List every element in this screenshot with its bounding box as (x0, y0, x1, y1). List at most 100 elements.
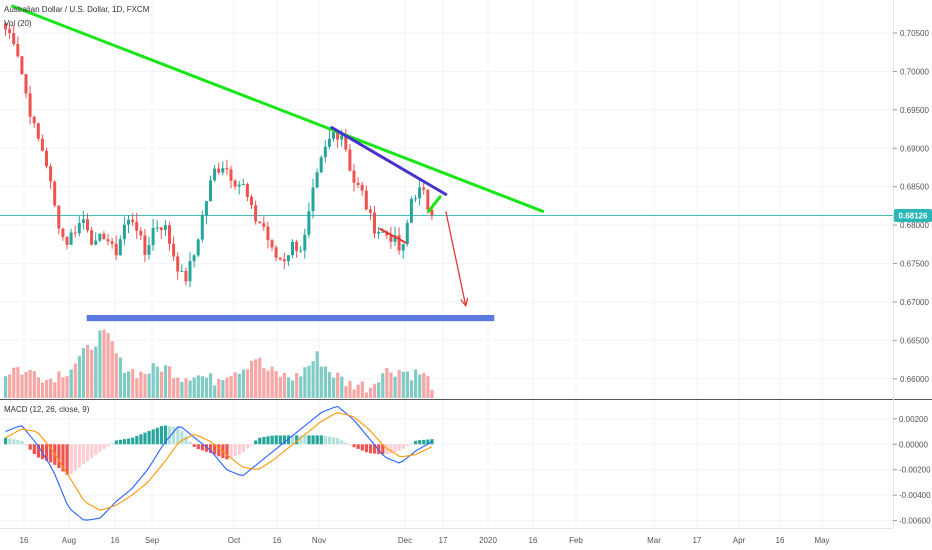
candle-body (127, 219, 130, 225)
macd-axis[interactable]: 0.00200 0.00000 -0.00200 -0.00400 -0.00600 (893, 415, 931, 526)
macd-tick-label: 0.00000 (899, 440, 928, 449)
macd-histogram-bar (200, 444, 204, 451)
volume-bar (389, 372, 393, 398)
volume-bar (270, 366, 274, 398)
time-tick-label: 16 (529, 536, 538, 545)
macd-histogram-bar (127, 438, 131, 445)
candle-body (393, 235, 397, 242)
candle-body (377, 231, 381, 234)
volume-bar (168, 366, 172, 398)
macd-histogram-bar (90, 444, 94, 459)
price-axis[interactable]: 0.70500 0.70000 0.69500 0.69000 0.68500 0.680… (893, 29, 929, 384)
price-tick-label: 0.69000 (900, 144, 929, 153)
volume-bar (422, 372, 426, 398)
volume-bar (348, 380, 352, 398)
candle-body (20, 56, 24, 75)
macd-histogram-bar (295, 435, 299, 445)
candle-body (151, 228, 155, 246)
candle-body (4, 23, 7, 30)
green-trendline (11, 4, 545, 213)
volume-bar (127, 371, 131, 398)
volume-bar (414, 369, 418, 398)
macd-histogram-bar (344, 442, 348, 445)
candle-body (237, 184, 241, 187)
volume-bars (4, 329, 434, 398)
macd-histogram-bar (245, 444, 250, 449)
candle-body (213, 168, 217, 181)
candle-body (147, 245, 151, 255)
macd-histogram-bar (98, 444, 102, 453)
volume-bar (163, 365, 168, 398)
symbol-title[interactable]: Australian Dollar / U.S. Dollar, 1D, FXC… (4, 5, 150, 14)
candle-body (217, 168, 221, 173)
time-tick-label: Nov (312, 536, 326, 545)
macd-indicator-label[interactable]: MACD (12, 26, close, 9) (4, 405, 90, 414)
macd-histogram-bar (233, 444, 237, 457)
candle-body (364, 190, 368, 210)
volume-bar (237, 373, 241, 398)
volume-bar (262, 368, 266, 398)
volume-bar (254, 359, 258, 398)
macd-histogram-bar (122, 439, 127, 445)
support-zone (86, 315, 495, 322)
macd-line (5, 405, 433, 521)
macd-histogram-bar (303, 435, 307, 445)
candle-body (315, 172, 319, 188)
macd-histogram-bar (258, 437, 262, 445)
macd-histogram-bar (270, 435, 274, 445)
volume-bar (176, 377, 180, 398)
macd-histogram-bar (426, 439, 430, 445)
macd-histogram-bar (143, 432, 147, 445)
green-trendline (427, 195, 442, 213)
time-tick-label: Feb (569, 536, 583, 545)
macd-histogram-bar (57, 444, 61, 469)
candle-body (430, 209, 434, 216)
current-price-marker: 0.68126 (894, 208, 932, 222)
volume-bar (405, 371, 409, 398)
candle-body (381, 231, 385, 233)
volume-bar (143, 373, 147, 398)
price-candles[interactable] (4, 21, 434, 288)
volume-bar (184, 378, 188, 398)
price-tick-label: 0.67500 (900, 260, 929, 269)
candle-body (200, 215, 204, 240)
macd-histogram-bar (110, 443, 114, 445)
macd-histogram-bar (348, 444, 352, 446)
candle-body (360, 185, 364, 191)
volume-bar (122, 372, 127, 398)
volume-bar (16, 366, 20, 398)
macd-histogram-bar (319, 435, 323, 445)
volume-bar (418, 374, 422, 398)
price-tick-label: 0.66500 (900, 336, 929, 345)
macd-histogram-bar (204, 444, 209, 452)
time-axis[interactable]: 16 Aug 16 Sep Oct 16 Nov Dec 17 2020 16 Feb Mar 17 Apr… (20, 536, 830, 545)
macd-histogram-bar (360, 444, 364, 451)
candle-body (254, 205, 258, 222)
candle-body (45, 150, 48, 167)
macd-tick-label: -0.00400 (899, 491, 931, 500)
time-tick-label: Sep (145, 536, 160, 545)
macd-histogram-bar (28, 444, 32, 450)
volume-bar (200, 376, 204, 398)
candle-body (61, 228, 65, 238)
volume-indicator-label[interactable]: Vol (20) (4, 19, 32, 28)
candle-body (204, 201, 208, 216)
macd-histogram-bar (196, 444, 200, 450)
volume-bar (393, 376, 397, 398)
volume-bar (204, 377, 209, 398)
volume-bar (377, 382, 381, 398)
macd-histogram-bar (213, 444, 217, 455)
candle-body (278, 257, 282, 260)
candle-body (225, 168, 229, 170)
volume-bar (106, 333, 110, 398)
candle-body (282, 259, 286, 262)
drawing-tools-layer[interactable] (11, 4, 545, 322)
candle-body (122, 224, 126, 240)
candle-body (327, 138, 331, 147)
macd-histogram-bar (155, 427, 159, 445)
candle-body (414, 198, 417, 200)
macd-histogram-bar (307, 435, 311, 445)
volume-bar (352, 389, 356, 398)
volume-bar (397, 370, 401, 398)
